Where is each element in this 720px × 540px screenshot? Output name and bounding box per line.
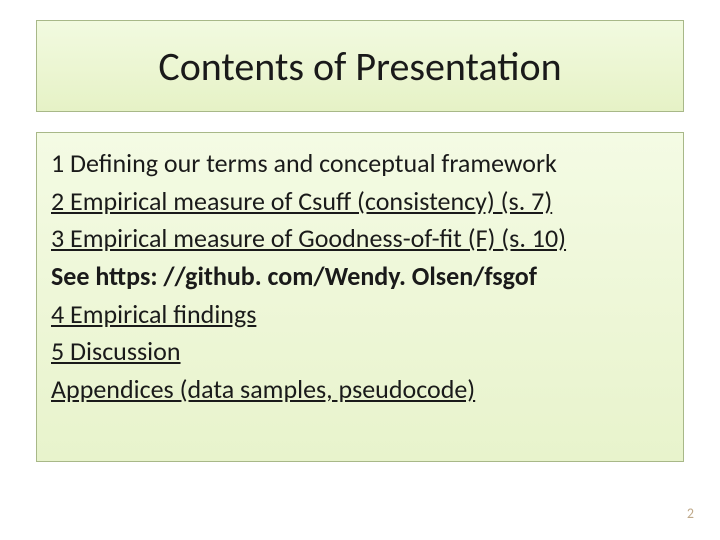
content-line-6: 5 Discussion: [51, 333, 669, 371]
content-line-7: Appendices (data samples, pseudocode): [51, 371, 669, 409]
slide-title: Contents of Presentation: [158, 42, 561, 91]
content-line-5: 4 Empirical findings: [51, 296, 669, 334]
content-line-4: See https: //github. com/Wendy. Olsen/fs…: [51, 258, 669, 296]
content-line-3: 3 Empirical measure of Goodness-of-fit (…: [51, 220, 669, 258]
content-line-1: 1 Defining our terms and conceptual fram…: [51, 145, 669, 183]
page-number: 2: [687, 505, 694, 522]
content-box: 1 Defining our terms and conceptual fram…: [36, 132, 684, 462]
title-box: Contents of Presentation: [36, 20, 684, 112]
content-line-2: 2 Empirical measure of Csuff (consistenc…: [51, 183, 669, 221]
